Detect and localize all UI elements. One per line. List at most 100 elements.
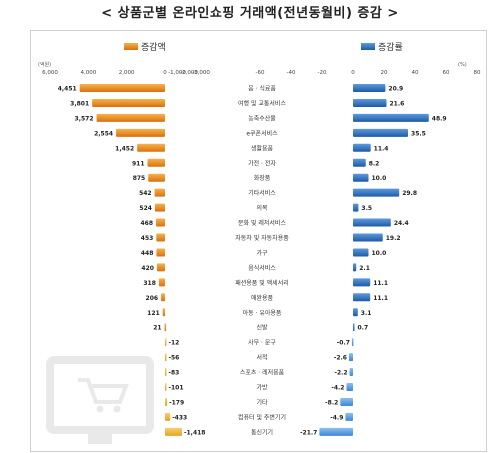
left-tick-label: -3,000 xyxy=(192,70,210,76)
right-value-label: 11.1 xyxy=(373,280,388,287)
right-tick-label: -20 xyxy=(318,70,327,76)
right-tick-label: -60 xyxy=(256,70,265,76)
left-value-label: 3,572 xyxy=(75,115,94,122)
left-tick-label: 4,000 xyxy=(80,70,96,76)
left-bar xyxy=(137,143,165,152)
category-label: 컴퓨터 및 주변기기 xyxy=(238,413,286,421)
left-tick-label: -1,000 xyxy=(168,70,186,76)
category-label: 신발 xyxy=(256,324,268,332)
left-value-label: 3,801 xyxy=(70,100,89,107)
left-bar xyxy=(165,383,167,391)
right-bar xyxy=(353,263,357,272)
left-bar xyxy=(156,233,165,242)
right-bar xyxy=(353,308,358,317)
right-bar xyxy=(353,278,371,287)
category-label: 가전 · 전자 xyxy=(248,159,276,167)
left-value-label: -101 xyxy=(169,385,184,392)
category-label: 문화 및 레저서비스 xyxy=(238,219,286,227)
left-bar xyxy=(154,203,165,212)
right-value-label: -21.7 xyxy=(300,429,317,436)
category-label: 통신기기 xyxy=(251,428,273,436)
left-value-label: 468 xyxy=(140,220,153,227)
category-label: 음식서비스 xyxy=(248,264,276,272)
left-tick-label: 6,000 xyxy=(42,70,58,76)
category-label: 가구 xyxy=(256,249,268,257)
right-tick-label: 60 xyxy=(443,70,450,76)
left-unit-label: (억원) xyxy=(38,61,51,68)
left-value-label: 420 xyxy=(141,265,154,272)
right-bar xyxy=(319,427,353,436)
right-value-label: 11.4 xyxy=(374,145,389,152)
right-value-label: 10.0 xyxy=(372,175,387,182)
left-value-label: 448 xyxy=(141,250,154,257)
left-bar xyxy=(147,158,165,167)
category-label: 의복 xyxy=(256,204,268,212)
left-value-label: 206 xyxy=(146,295,159,302)
right-value-label: 24.4 xyxy=(394,220,409,227)
right-bar xyxy=(353,233,383,242)
right-bar xyxy=(351,338,354,347)
right-value-label: 20.9 xyxy=(388,86,403,93)
category-label: 가방 xyxy=(256,384,268,392)
right-unit-label: (%) xyxy=(458,62,467,68)
right-bar xyxy=(353,158,366,167)
left-bar xyxy=(164,323,167,332)
right-bar xyxy=(353,84,386,92)
left-value-label: 542 xyxy=(139,190,152,197)
right-tick-label: 40 xyxy=(412,70,419,76)
left-bar xyxy=(165,427,183,436)
right-bar xyxy=(353,143,371,152)
left-bar xyxy=(79,84,165,92)
category-label: 음 · 식료품 xyxy=(248,85,276,93)
legend-right-swatch xyxy=(361,43,375,50)
right-tick-label: -40 xyxy=(287,70,296,76)
legend-left-label: 증감액 xyxy=(141,41,166,53)
left-value-label: 911 xyxy=(132,160,145,167)
category-label: 패션용품 및 액세서리 xyxy=(235,279,289,287)
left-value-label: 453 xyxy=(141,235,154,242)
right-bar xyxy=(353,203,359,212)
left-bar xyxy=(158,278,165,287)
left-chart: 증감액 (억원) 6,000 4,000 2,000 0 -1,000-2,000-3,00… xyxy=(38,41,210,436)
right-tick-label: 80 xyxy=(474,70,481,76)
right-value-label: -8.2 xyxy=(325,399,338,406)
category-label: 사무 · 문구 xyxy=(248,339,276,347)
page-title: < 상품군별 온라인쇼핑 거래액(전년동월비) 증감 > xyxy=(101,6,399,21)
category-label: e쿠폰서비스 xyxy=(246,129,278,137)
right-bar xyxy=(353,218,391,227)
left-value-label: 4,451 xyxy=(58,86,77,93)
left-value-label: -83 xyxy=(169,370,180,377)
right-value-label: 35.5 xyxy=(411,130,426,137)
right-tick-label: 0 xyxy=(351,70,355,76)
left-value-label: 2,554 xyxy=(94,130,113,137)
left-bar xyxy=(165,368,167,377)
left-bar xyxy=(161,293,165,302)
right-bar xyxy=(353,293,371,302)
legend-left-swatch xyxy=(124,43,138,50)
left-value-label: -12 xyxy=(169,340,180,347)
right-value-label: 21.6 xyxy=(389,100,404,107)
category-label: 서적 xyxy=(256,354,267,362)
right-value-label: 11.1 xyxy=(373,295,388,302)
left-value-label: -433 xyxy=(172,414,187,421)
right-value-label: 8.2 xyxy=(369,160,380,167)
left-bar xyxy=(165,412,171,421)
right-bar xyxy=(353,188,400,197)
left-tick-label: -2,000 xyxy=(180,70,198,76)
right-value-label: -0.7 xyxy=(337,340,350,347)
left-tick-label: 2,000 xyxy=(119,70,135,76)
right-bar xyxy=(353,248,369,257)
right-bar xyxy=(348,353,353,362)
right-bar xyxy=(353,98,387,107)
right-value-label: 3.1 xyxy=(361,310,372,317)
category-label: 아동 · 유아용품 xyxy=(243,309,282,317)
left-tick-label: 0 xyxy=(163,70,167,76)
category-label: 애완용품 xyxy=(251,294,274,302)
category-label: 여행 및 교통서비스 xyxy=(238,99,286,107)
right-value-label: 3.5 xyxy=(361,205,372,212)
left-bar xyxy=(165,397,168,406)
left-value-label: 121 xyxy=(147,310,160,317)
right-bar xyxy=(353,173,369,182)
